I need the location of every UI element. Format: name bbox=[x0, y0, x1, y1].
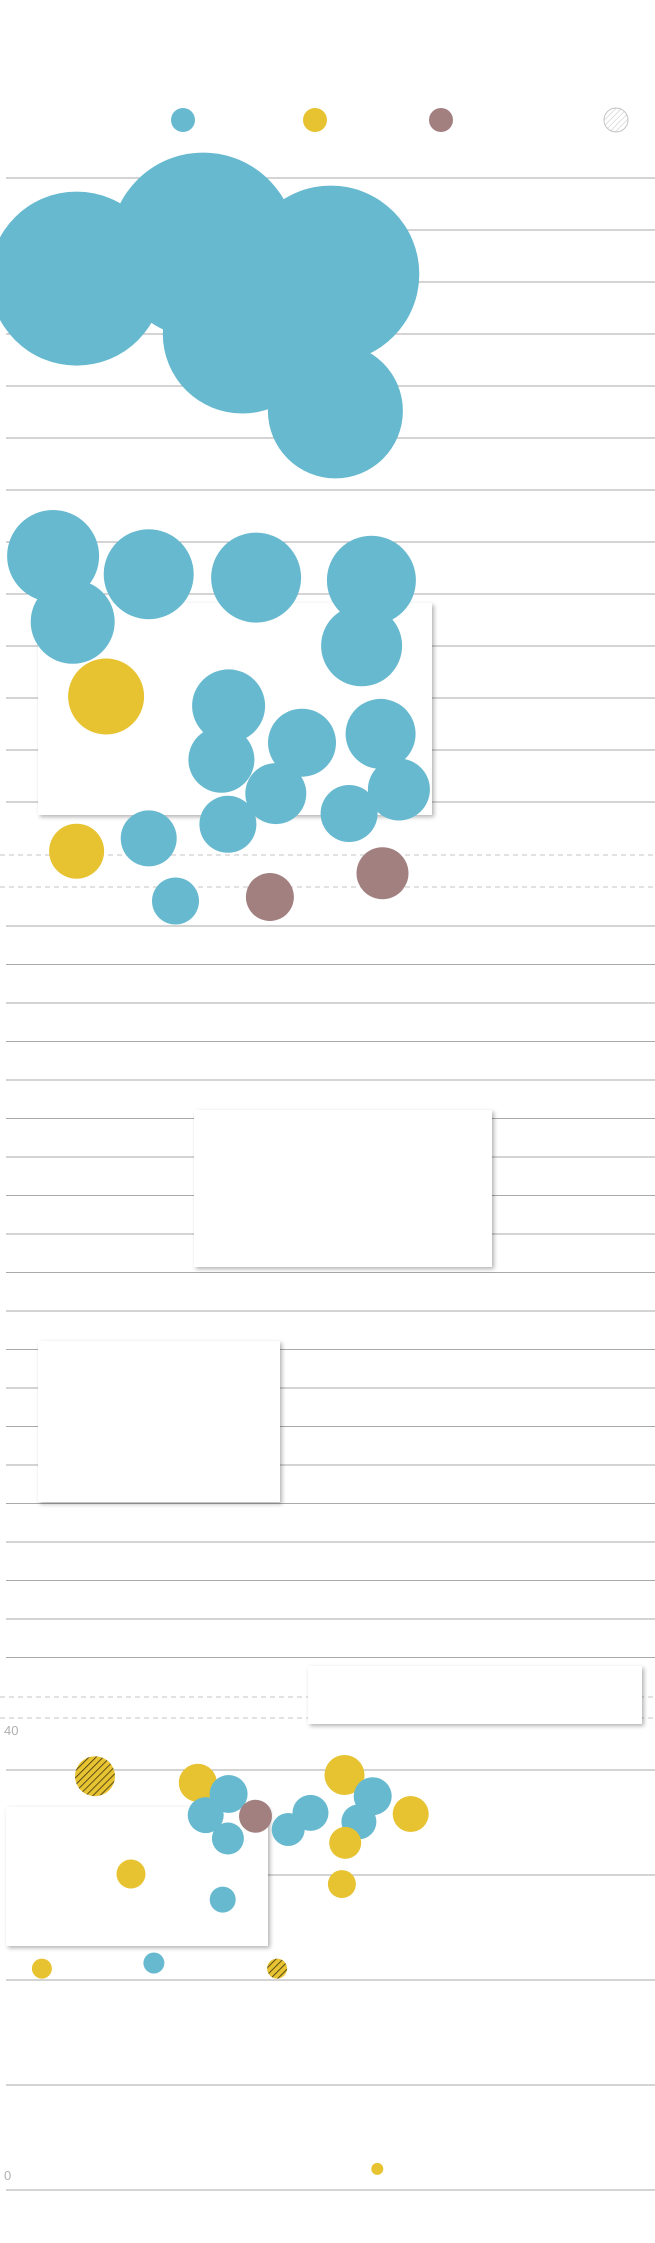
bubble-12 bbox=[68, 658, 145, 735]
bubble-45 bbox=[371, 2162, 384, 2175]
bubble-6 bbox=[7, 510, 100, 602]
legend-swatch-4 bbox=[603, 107, 629, 133]
bubble-42 bbox=[31, 1958, 52, 1979]
bubble-8 bbox=[211, 532, 302, 623]
legend bbox=[171, 107, 629, 133]
bubble-9 bbox=[326, 535, 416, 625]
bubble-21 bbox=[49, 823, 105, 879]
bubbles bbox=[0, 152, 430, 2175]
bubble-17 bbox=[367, 758, 430, 821]
bubble-25 bbox=[152, 877, 199, 925]
legend-swatch-2 bbox=[303, 108, 327, 132]
bubble-27 bbox=[178, 1763, 217, 1802]
bubble-24 bbox=[245, 873, 294, 921]
bubble-44 bbox=[267, 1958, 288, 1979]
legend-swatch-3 bbox=[429, 108, 453, 132]
bubble-43 bbox=[143, 1952, 165, 1974]
tick-label-40: 40 bbox=[4, 1723, 18, 1738]
bubble-41 bbox=[209, 1886, 236, 1913]
bubble-20 bbox=[199, 795, 257, 853]
legend-swatch-1 bbox=[171, 108, 195, 132]
bubble-14 bbox=[268, 708, 336, 777]
bubble-38 bbox=[329, 1826, 362, 1859]
tooltip-card bbox=[194, 1110, 492, 1267]
bubble-5 bbox=[267, 343, 403, 479]
bubble-19 bbox=[320, 785, 378, 842]
bubble-33 bbox=[239, 1799, 272, 1833]
tooltip-card bbox=[38, 1341, 280, 1502]
bubble-26 bbox=[75, 1756, 115, 1797]
tooltip-card bbox=[308, 1666, 642, 1724]
bubble-36 bbox=[271, 1813, 305, 1846]
bubble-22 bbox=[120, 810, 177, 867]
bubble-18 bbox=[245, 763, 307, 825]
bubble-15 bbox=[345, 698, 416, 769]
bubble-40 bbox=[327, 1870, 356, 1899]
bubble-16 bbox=[188, 726, 255, 793]
bubble-11 bbox=[321, 605, 403, 687]
axis-ticks: 40 0 bbox=[4, 1723, 18, 2183]
bubble-28 bbox=[324, 1755, 365, 1795]
bubble-32 bbox=[187, 1797, 224, 1834]
bubble-37 bbox=[211, 1822, 244, 1855]
tick-label-0: 0 bbox=[4, 2168, 11, 2183]
bubble-31 bbox=[392, 1796, 429, 1832]
bubble-13 bbox=[192, 669, 266, 743]
bubble-23 bbox=[356, 847, 409, 900]
bubble-10 bbox=[30, 579, 115, 664]
bubble-7 bbox=[103, 529, 194, 620]
bubble-39 bbox=[116, 1859, 146, 1889]
